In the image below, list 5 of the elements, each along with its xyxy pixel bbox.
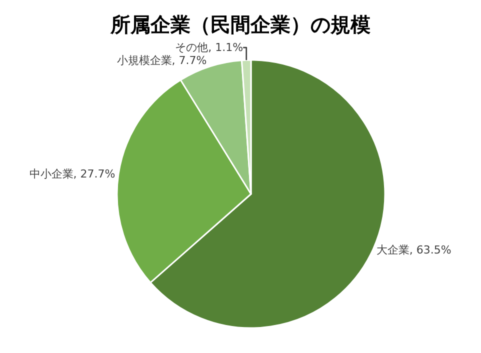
slice-label: 大企業, 63.5%: [376, 244, 452, 257]
slice-label: 中小企業, 27.7%: [29, 168, 116, 181]
slice-label: 小規模企業, 7.7%: [116, 54, 207, 68]
chart-title: 所属企業（民間企業）の規模: [110, 12, 370, 37]
slice-label: その他, 1.1%: [175, 41, 244, 54]
